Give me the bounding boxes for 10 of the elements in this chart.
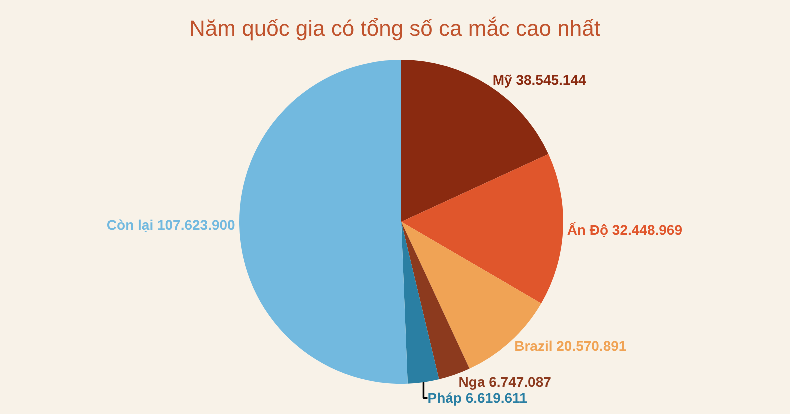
pie-slice xyxy=(402,154,564,304)
pie-slice xyxy=(402,222,440,384)
slice-label: Mỹ 38.545.144 xyxy=(492,72,586,88)
slice-label: Còn lại 107.623.900 xyxy=(106,217,236,234)
slice-label: Pháp 6.619.611 xyxy=(428,390,528,406)
slice-label: Ấn Độ 32.448.969 xyxy=(567,222,683,238)
slice-label: Nga 6.747.087 xyxy=(458,374,552,390)
slice-label: Brazil 20.570.891 xyxy=(514,338,627,354)
chart-title: Năm quốc gia có tổng số ca mắc cao nhất xyxy=(190,16,600,42)
pie-slice xyxy=(240,60,408,384)
